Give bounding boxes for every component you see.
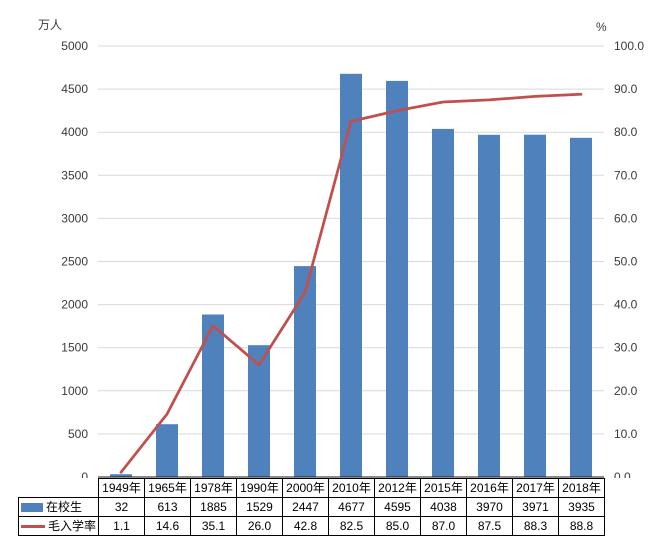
right-axis-title: % xyxy=(596,20,607,34)
bar xyxy=(432,128,454,477)
table-header-cell: 2010年 xyxy=(328,478,375,498)
table-value-cell: 2447 xyxy=(282,497,329,517)
right-axis-tick-label: 70.0 xyxy=(614,168,638,182)
legend-cell: 毛入学率 xyxy=(18,516,99,536)
table-header-cell: 1965年 xyxy=(144,478,191,498)
series-name-label: 毛入学率 xyxy=(48,519,97,533)
left-axis-title: 万人 xyxy=(38,18,63,32)
bar xyxy=(340,73,362,478)
series-name-label: 在校生 xyxy=(46,500,83,514)
bar xyxy=(156,424,178,477)
left-axis-tick-label: 0 xyxy=(81,470,88,478)
table-value-cell: 613 xyxy=(144,497,191,517)
table-value-cell: 3935 xyxy=(558,497,605,517)
right-axis-tick-label: 20.0 xyxy=(614,384,638,398)
bar xyxy=(524,134,546,477)
table-value-cell: 88.8 xyxy=(558,516,605,536)
table-header-cell: 1990年 xyxy=(236,478,283,498)
table-corner-cell xyxy=(19,479,99,498)
table-value-cell: 4677 xyxy=(328,497,375,517)
right-axis-tick-label: 0.0 xyxy=(614,470,631,478)
table-header-cell: 2012年 xyxy=(374,478,421,498)
table-header-cell: 2015年 xyxy=(420,478,467,498)
bar xyxy=(478,134,500,478)
left-axis-tick-label: 2000 xyxy=(61,298,88,312)
table-header-cell: 2017年 xyxy=(512,478,559,498)
right-axis-tick-label: 30.0 xyxy=(614,341,638,355)
table-header-cell: 2018年 xyxy=(558,478,605,498)
right-axis-tick-label: 50.0 xyxy=(614,255,638,269)
left-axis-tick-label: 4000 xyxy=(61,125,88,139)
table-value-cell: 88.3 xyxy=(512,516,559,536)
table-series-row: 在校生 32 613 1885 1529 2447 4677 4595 4038 3970 3971… xyxy=(18,497,605,517)
table-header-cell: 2016年 xyxy=(466,478,513,498)
bar xyxy=(202,314,224,477)
table-header-cell: 2000年 xyxy=(282,478,329,498)
table-value-cell: 26.0 xyxy=(236,516,283,536)
right-axis-tick-label: 60.0 xyxy=(614,211,638,225)
left-axis-tick-label: 1500 xyxy=(61,341,88,355)
table-header-cell: 1949年 xyxy=(98,478,145,498)
right-axis-tick-label: 80.0 xyxy=(614,125,638,139)
table-value-cell: 87.5 xyxy=(466,516,513,536)
bar xyxy=(294,266,316,477)
right-axis-tick-label: 10.0 xyxy=(614,427,638,441)
bar-legend-swatch-icon xyxy=(21,503,43,513)
legend-cell: 在校生 xyxy=(18,497,99,517)
right-axis-tick-label: 90.0 xyxy=(614,82,638,96)
table-value-cell: 35.1 xyxy=(190,516,237,536)
trend-line xyxy=(119,92,583,474)
table-value-cell: 1.1 xyxy=(98,516,145,536)
table-value-cell: 3970 xyxy=(466,497,513,517)
right-axis-tick-label: 40.0 xyxy=(614,298,638,312)
bar xyxy=(570,137,592,478)
bar xyxy=(248,345,270,477)
table-series-row: 毛入学率 1.1 14.6 35.1 26.0 42.8 82.5 85.0 87.0 87.5 8… xyxy=(18,516,605,536)
right-axis-tick-label: 100.0 xyxy=(614,39,644,53)
left-axis-tick-label: 3500 xyxy=(61,168,88,182)
left-axis-tick-label: 5000 xyxy=(61,39,88,53)
left-axis-tick-label: 1000 xyxy=(61,384,88,398)
left-axis-tick-label: 500 xyxy=(68,427,88,441)
table-header-cell: 1978年 xyxy=(190,478,237,498)
table-value-cell: 14.6 xyxy=(144,516,191,536)
table-value-cell: 4038 xyxy=(420,497,467,517)
table-value-cell: 42.8 xyxy=(282,516,329,536)
table-value-cell: 1529 xyxy=(236,497,283,517)
table-header-row: 1949年 1965年 1978年 1990年 2000年 2010年 2012年 2015年… xyxy=(19,478,605,498)
table-value-cell: 4595 xyxy=(374,497,421,517)
table-value-cell: 32 xyxy=(98,497,145,517)
combo-chart-plot: 0 0.0 500 10.0 1000 20.0 1500 30.0 2000 40.0 2500 5… xyxy=(61,39,644,478)
table-value-cell: 1885 xyxy=(190,497,237,517)
line-legend-swatch-icon xyxy=(21,525,45,529)
bar xyxy=(386,80,408,478)
left-axis-tick-label: 4500 xyxy=(61,82,88,96)
left-axis-tick-label: 3000 xyxy=(61,211,88,225)
left-axis-tick-label: 2500 xyxy=(61,255,88,269)
table-value-cell: 87.0 xyxy=(420,516,467,536)
data-table: 1949年 1965年 1978年 1990年 2000年 2010年 2012年 2015年… xyxy=(18,478,605,536)
table-value-cell: 3971 xyxy=(512,497,559,517)
table-value-cell: 85.0 xyxy=(374,516,421,536)
table-value-cell: 82.5 xyxy=(328,516,375,536)
bar xyxy=(110,474,132,477)
